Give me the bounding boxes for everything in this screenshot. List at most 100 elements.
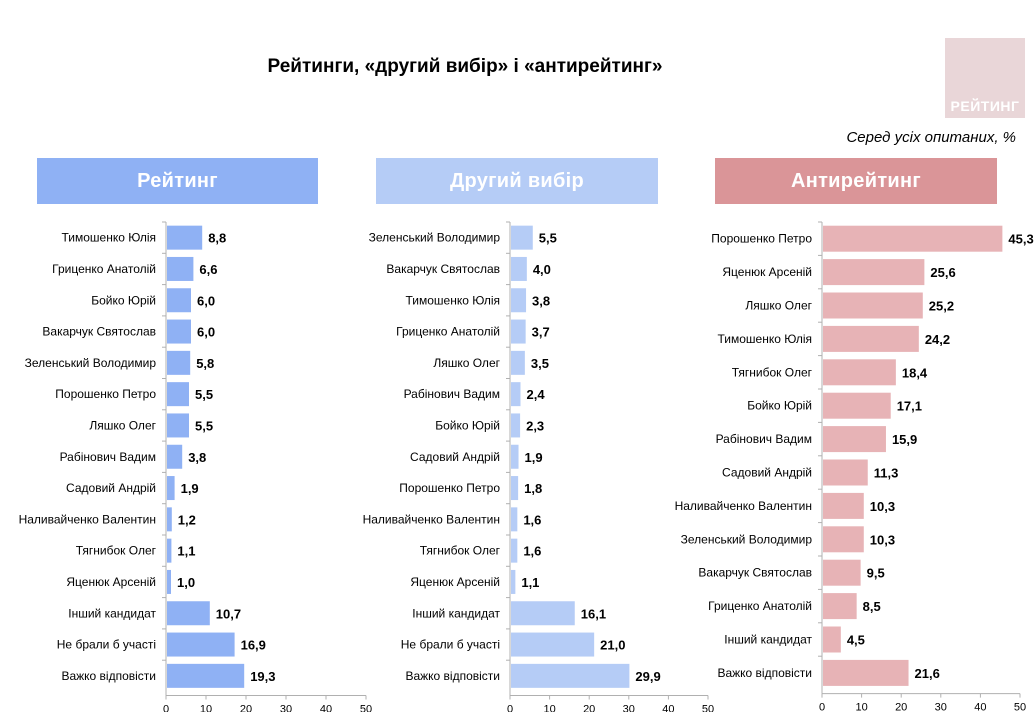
rating-value-label: 1,0 (177, 575, 195, 590)
rating-bar (167, 663, 245, 688)
second-bar (511, 663, 630, 688)
rating-x-tick-label: 50 (360, 704, 372, 712)
anti-bar (823, 593, 857, 620)
anti-rating-header: Антирейтинг (715, 158, 997, 204)
rating-header: Рейтинг (37, 158, 318, 204)
rating-category-label: Рабінович Вадим (60, 450, 156, 464)
chart-subtitle: Серед усіх опитаних, % (846, 129, 1016, 146)
rating-bar (167, 350, 191, 375)
second-bar (511, 601, 575, 626)
second-value-label: 2,4 (527, 387, 546, 402)
second-bar (511, 413, 521, 438)
anti-bar (823, 492, 864, 519)
second-bar (511, 382, 521, 407)
logo-text: РЕЙТИНГ (950, 98, 1020, 114)
anti-bar (823, 359, 896, 386)
rating-bar (167, 413, 189, 438)
second-bar (511, 507, 518, 532)
rating-value-label: 1,1 (177, 544, 195, 559)
rating-bar (167, 507, 172, 532)
second-category-label: Не брали б участі (401, 638, 500, 652)
second-bar (511, 632, 595, 657)
second-value-label: 2,3 (526, 418, 544, 433)
second-value-label: 1,6 (523, 544, 541, 559)
second-category-label: Порошенко Петро (399, 481, 500, 495)
anti-x-tick-label: 40 (974, 702, 986, 712)
anti-category-label: Тимошенко Юлія (718, 332, 813, 346)
second-value-label: 29,9 (635, 669, 660, 684)
anti-value-label: 11,3 (874, 466, 899, 481)
anti-value-label: 25,6 (930, 265, 955, 280)
second-category-label: Садовий Андрій (410, 450, 500, 464)
rating-bar (167, 538, 172, 563)
second-x-tick-label: 10 (543, 704, 555, 712)
second-x-tick-label: 20 (583, 704, 595, 712)
anti-value-label: 8,5 (863, 599, 881, 614)
rating-x-tick-label: 20 (240, 704, 252, 712)
second-value-label: 1,8 (524, 481, 542, 496)
second-value-label: 4,0 (533, 262, 551, 277)
rating-category-label: Порошенко Петро (55, 387, 156, 401)
anti-category-label: Тягнибок Олег (732, 365, 813, 379)
second-value-label: 1,1 (521, 575, 539, 590)
page-title: Рейтинги, «другий вибір» і «антирейтинг» (267, 56, 663, 77)
anti-value-label: 10,3 (870, 499, 895, 514)
second-bar (511, 569, 516, 594)
rating-x-tick-label: 30 (280, 704, 292, 712)
rating-value-label: 6,0 (197, 293, 215, 308)
anti-bar (823, 559, 861, 586)
rating-bar (167, 382, 189, 407)
rating-bar (167, 256, 194, 281)
second-bar (511, 288, 527, 313)
rating-category-label: Садовий Андрій (66, 481, 156, 495)
anti-value-label: 25,2 (929, 299, 954, 314)
second-bar (511, 444, 519, 469)
anti-value-label: 9,5 (867, 566, 885, 581)
second-bar (511, 319, 526, 344)
second-category-label: Вакарчук Святослав (386, 262, 500, 276)
second-value-label: 3,5 (531, 356, 549, 371)
rating-value-label: 1,2 (178, 512, 196, 527)
rating-category-label: Ляшко Олег (89, 418, 156, 432)
anti-category-label: Інший кандидат (724, 633, 812, 647)
rating-bar (167, 225, 203, 250)
second-category-label: Ляшко Олег (433, 356, 500, 370)
anti-value-label: 45,3 (1008, 232, 1033, 247)
rating-value-label: 5,8 (196, 356, 214, 371)
rating-category-label: Наливайченко Валентин (19, 512, 156, 526)
second-category-label: Наливайченко Валентин (363, 512, 500, 526)
rating-value-label: 8,8 (208, 231, 226, 246)
rating-category-label: Тимошенко Юлія (62, 231, 157, 245)
anti-category-label: Наливайченко Валентин (675, 499, 812, 513)
second-category-label: Інший кандидат (412, 606, 500, 620)
second-value-label: 5,5 (539, 231, 557, 246)
anti-x-tick-label: 20 (895, 702, 907, 712)
second-category-label: Зеленський Володимир (369, 231, 501, 245)
second-value-label: 1,6 (523, 512, 541, 527)
rating-category-label: Зеленський Володимир (25, 356, 157, 370)
anti-category-label: Бойко Юрій (747, 399, 812, 413)
second-x-tick-label: 50 (702, 704, 714, 712)
anti-value-label: 4,5 (847, 633, 865, 648)
rating-bar (167, 288, 191, 313)
rating-category-label: Тягнибок Олег (76, 544, 157, 558)
anti-category-label: Зеленський Володимир (681, 532, 813, 546)
rating-category-label: Не брали б участі (57, 638, 156, 652)
anti-category-label: Яценюк Арсеній (722, 265, 812, 279)
second-category-label: Тимошенко Юлія (406, 293, 501, 307)
anti-x-tick-label: 0 (819, 702, 825, 712)
second-category-label: Рабінович Вадим (404, 387, 500, 401)
second-x-tick-label: 0 (507, 704, 513, 712)
anti-bar (823, 659, 909, 686)
anti-category-label: Ляшко Олег (745, 299, 812, 313)
second-value-label: 3,7 (532, 325, 550, 340)
rating-bar (167, 601, 210, 626)
anti-value-label: 15,9 (892, 432, 917, 447)
rating-value-label: 10,7 (216, 606, 241, 621)
anti-category-label: Важко відповісти (717, 666, 812, 680)
anti-bar (823, 225, 1003, 252)
second-category-label: Важко відповісти (405, 669, 500, 683)
anti-value-label: 10,3 (870, 532, 895, 547)
anti-category-label: Рабінович Вадим (716, 432, 812, 446)
